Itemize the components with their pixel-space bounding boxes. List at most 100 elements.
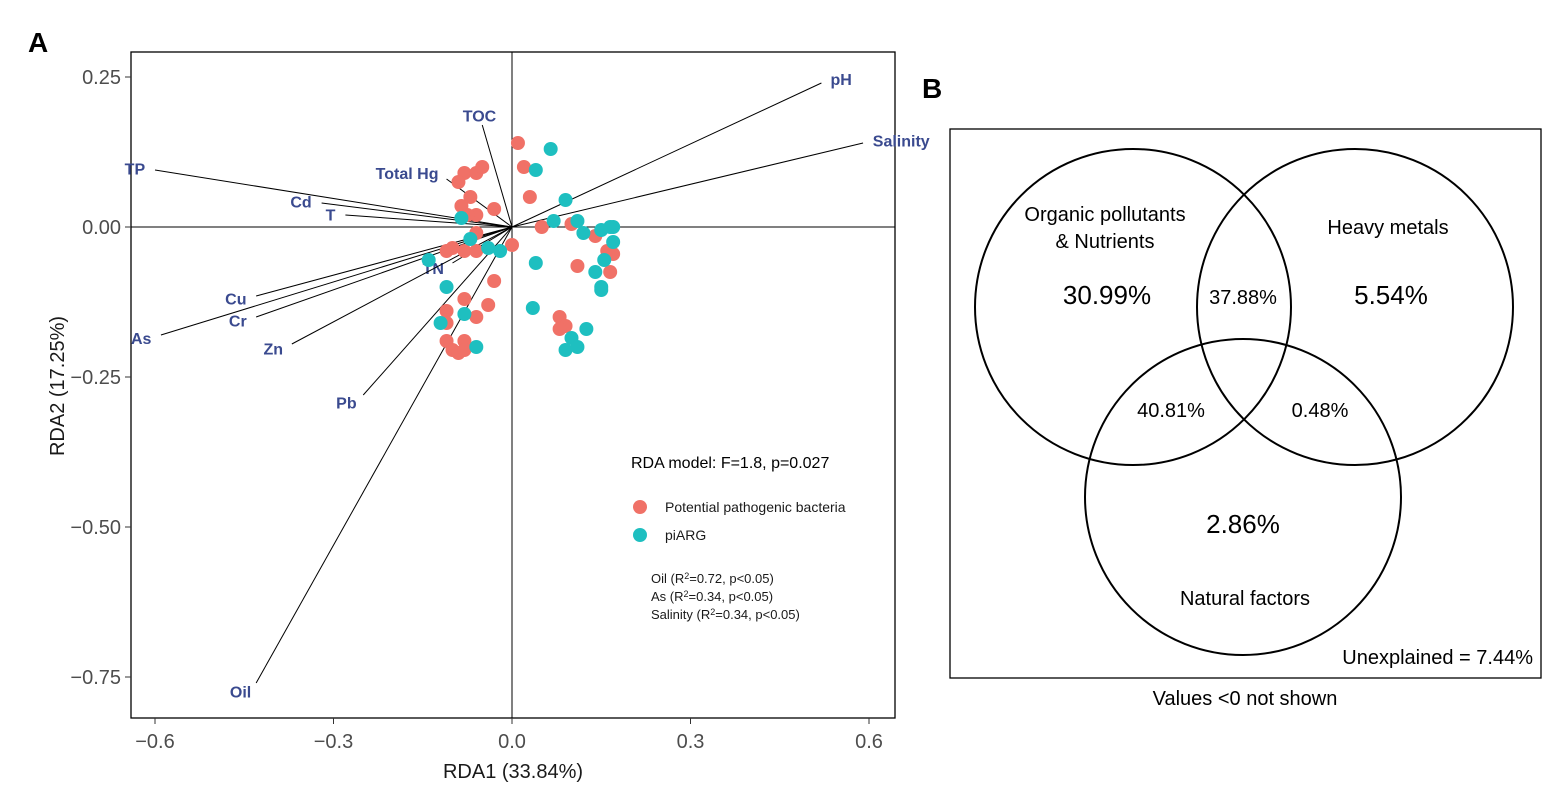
vector-salinity [511, 142, 864, 228]
point-pathogenic-bacteria [439, 304, 454, 318]
vector-label-salinity: Salinity [873, 134, 930, 151]
x-tick-label: −0.3 [314, 731, 353, 753]
point-pathogenic-bacteria [457, 343, 472, 357]
point-piarg [493, 244, 508, 258]
point-piarg [588, 265, 603, 279]
vector-tp [154, 169, 513, 228]
venn-set-label-natural: Natural factors [1180, 588, 1310, 610]
venn-border [949, 128, 1542, 679]
venn-value-heavy-only: 5.54% [1354, 280, 1428, 310]
point-piarg [457, 307, 472, 321]
vector-label-oil: Oil [230, 685, 251, 702]
point-pathogenic-bacteria [481, 298, 496, 312]
y-axis-ticks: 0.25 0.00 −0.25 −0.50 −0.75 [70, 67, 131, 689]
venn-value-organic-only: 30.99% [1063, 280, 1151, 310]
point-piarg [546, 214, 561, 228]
venn-set-label-heavy: Heavy metals [1327, 217, 1448, 239]
point-piarg [528, 256, 543, 270]
vector-toc [481, 124, 513, 228]
point-piarg [454, 211, 469, 225]
vector-label-zn: Zn [263, 342, 283, 359]
point-piarg [606, 235, 621, 249]
point-pathogenic-bacteria [516, 160, 531, 174]
y-tick-label: −0.25 [70, 367, 121, 389]
point-pathogenic-bacteria [510, 136, 525, 150]
venn-circle-organic [974, 148, 1292, 466]
vector-ph [511, 82, 822, 228]
panel-b-label: B [922, 73, 942, 104]
point-piarg [570, 214, 585, 228]
rda-biplot: −0.6 −0.3 0.0 0.3 0.6 0.25 0.00 −0.25 −0.50 −0.7… [47, 51, 930, 783]
annotation-as: As (R2=0.34, p<0.05) [651, 589, 773, 604]
point-piarg [463, 232, 478, 246]
venn-value-organic-heavy: 37.88% [1209, 287, 1277, 309]
legend-marker-piarg [633, 528, 647, 542]
point-piarg [421, 253, 436, 267]
point-pathogenic-bacteria [475, 160, 490, 174]
point-piarg [594, 283, 609, 297]
annotation-salinity: Salinity (R2=0.34, p<0.05) [651, 607, 800, 622]
legend-label-pathogen: Potential pathogenic bacteria [665, 499, 846, 515]
point-pathogenic-bacteria [522, 190, 537, 204]
venn-value-heavy-natural: 0.48% [1292, 400, 1349, 422]
point-piarg [469, 340, 484, 354]
venn-set-label-organic-2: & Nutrients [1056, 231, 1155, 253]
vector-cd [321, 202, 513, 228]
venn-unexplained: Unexplained = 7.44% [1342, 647, 1533, 669]
point-pathogenic-bacteria [469, 244, 484, 258]
y-tick-label: −0.75 [70, 667, 121, 689]
rda-model-text: RDA model: F=1.8, p=0.027 [631, 455, 829, 472]
point-pathogenic-bacteria [603, 265, 618, 279]
point-piarg [528, 163, 543, 177]
y-tick-label: 0.25 [82, 67, 121, 89]
vector-label-ph: pH [830, 72, 851, 89]
point-pathogenic-bacteria [487, 274, 502, 288]
point-piarg [576, 226, 591, 240]
rda-plot-border [130, 51, 896, 719]
vector-label-cr: Cr [229, 313, 247, 330]
point-piarg [579, 322, 594, 336]
venn-circle-heavy-metals [1196, 148, 1514, 466]
point-piarg [603, 220, 618, 234]
venn-set-label-organic-1: Organic pollutants [1024, 204, 1185, 226]
x-axis-label: RDA1 (33.84%) [443, 761, 583, 783]
x-axis-ticks: −0.6 −0.3 0.0 0.3 0.6 [135, 718, 883, 753]
point-pathogenic-bacteria [534, 220, 549, 234]
point-pathogenic-bacteria [552, 322, 567, 336]
vector-t [345, 214, 513, 228]
point-pathogenic-bacteria [505, 238, 519, 252]
y-axis-label: RDA2 (17.25%) [47, 316, 69, 456]
venn-circle-natural [1084, 338, 1402, 656]
point-pathogenic-bacteria [439, 244, 454, 258]
venn-value-organic-natural: 40.81% [1137, 400, 1205, 422]
point-piarg [433, 316, 448, 330]
point-piarg [570, 340, 585, 354]
venn-value-natural-only: 2.86% [1206, 509, 1280, 539]
significance-annotations: Oil (R2=0.72, p<0.05) As (R2=0.34, p<0.0… [651, 571, 800, 622]
venn-diagram: Organic pollutants & Nutrients Heavy met… [949, 128, 1542, 710]
vector-label-cu: Cu [225, 292, 246, 309]
point-pathogenic-bacteria [457, 292, 472, 306]
legend-label-piarg: piARG [665, 527, 706, 543]
legend: Potential pathogenic bacteria piARG [633, 499, 846, 543]
x-tick-label: −0.6 [135, 731, 174, 753]
point-piarg [525, 301, 540, 315]
y-tick-label: 0.00 [82, 217, 121, 239]
venn-footnote: Values <0 not shown [1153, 688, 1338, 710]
vector-label-pb: Pb [336, 395, 357, 412]
vector-label-toc: TOC [463, 108, 497, 125]
y-tick-label: −0.50 [70, 517, 121, 539]
point-pathogenic-bacteria [457, 244, 472, 258]
point-piarg [558, 343, 573, 357]
point-pathogenic-bacteria [570, 259, 585, 273]
x-tick-label: 0.3 [677, 731, 705, 753]
point-piarg [439, 280, 454, 294]
vector-label-total-hg: Total Hg [376, 166, 439, 183]
panel-a-label: A [28, 27, 48, 58]
vector-label-as: As [131, 331, 152, 348]
vector-label-t: T [326, 207, 336, 224]
x-tick-label: 0.6 [855, 731, 883, 753]
point-pathogenic-bacteria [487, 202, 502, 216]
point-pathogenic-bacteria [451, 175, 466, 189]
